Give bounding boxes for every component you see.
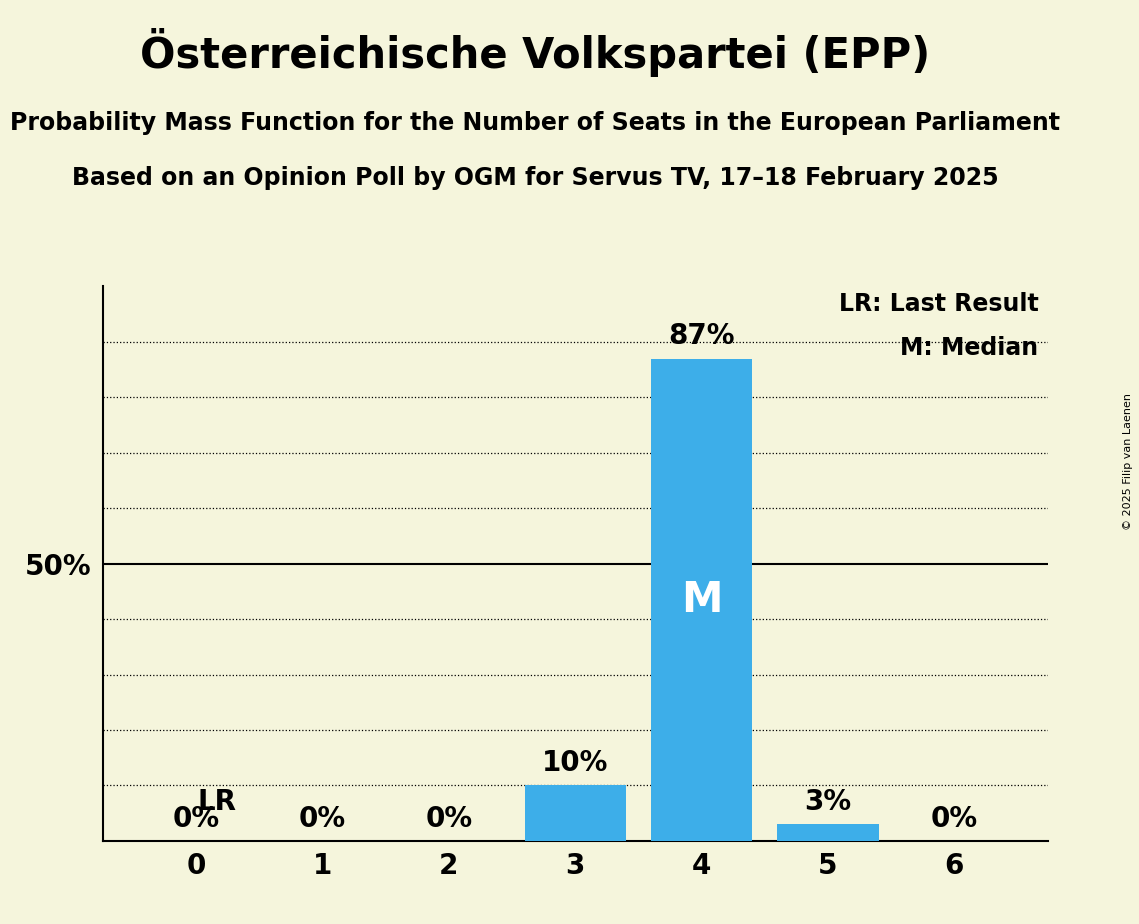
Text: M: Median: M: Median (900, 336, 1039, 360)
Text: Probability Mass Function for the Number of Seats in the European Parliament: Probability Mass Function for the Number… (10, 111, 1060, 135)
Bar (778, 824, 878, 841)
Text: 0%: 0% (298, 805, 346, 833)
Text: LR: LR (197, 788, 236, 816)
Text: Based on an Opinion Poll by OGM for Servus TV, 17–18 February 2025: Based on an Opinion Poll by OGM for Serv… (72, 166, 999, 190)
Text: © 2025 Filip van Laenen: © 2025 Filip van Laenen (1123, 394, 1133, 530)
Bar (652, 359, 752, 841)
Text: 0%: 0% (172, 805, 220, 833)
Text: Österreichische Volkspartei (EPP): Österreichische Volkspartei (EPP) (140, 28, 931, 77)
Bar (525, 785, 625, 841)
Text: 0%: 0% (425, 805, 473, 833)
Text: M: M (681, 578, 722, 621)
Text: LR: Last Result: LR: Last Result (838, 292, 1039, 316)
Text: 10%: 10% (542, 749, 608, 777)
Text: 0%: 0% (931, 805, 978, 833)
Text: 3%: 3% (804, 788, 852, 816)
Text: 87%: 87% (669, 322, 735, 350)
